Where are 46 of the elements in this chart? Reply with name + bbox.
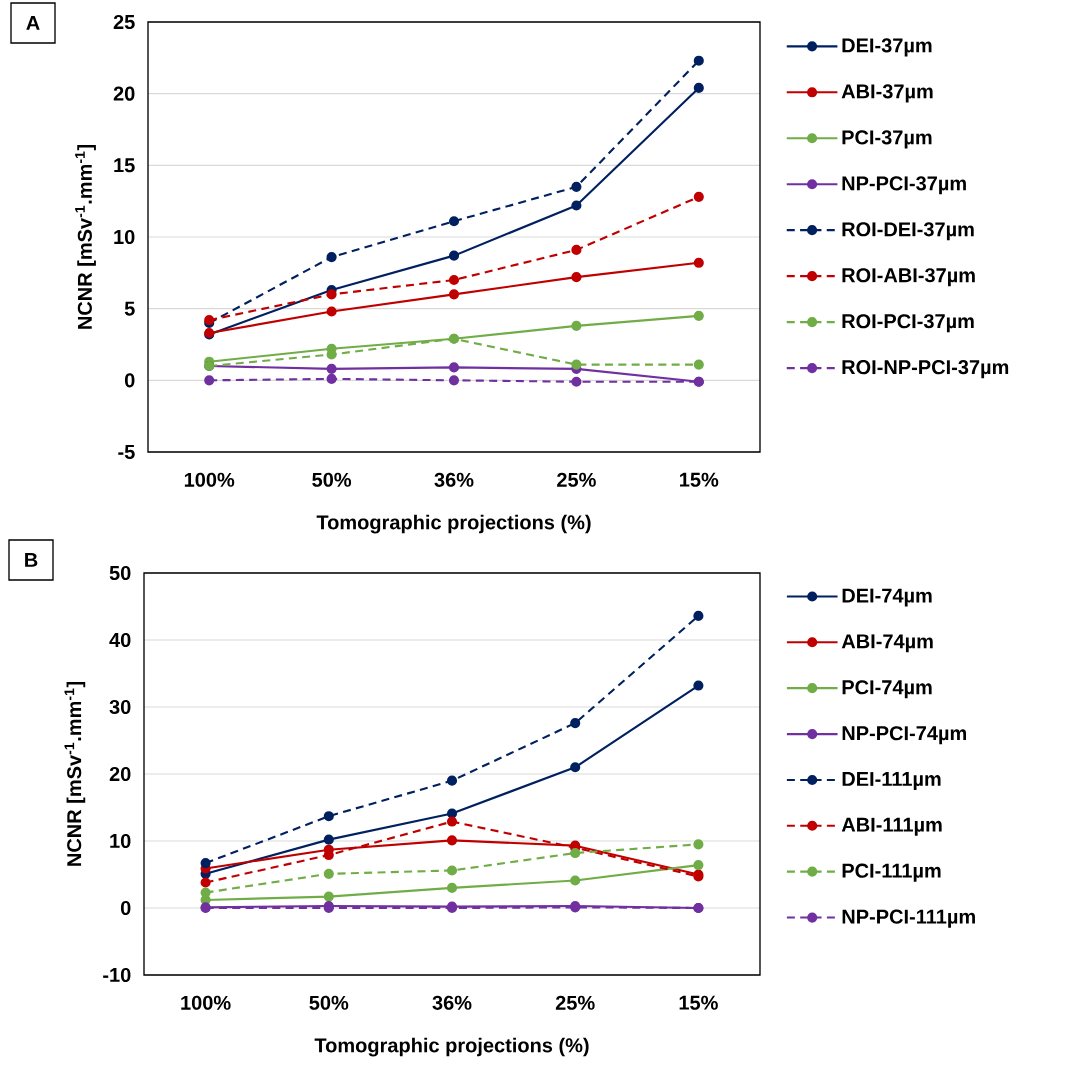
x-tick-label: 15% [680, 472, 719, 487]
legend-label: ROI-DEI-37µm [842, 222, 974, 241]
x-tick-label: 36% [432, 995, 472, 1010]
legend-label: ROI-NP-PCI-37µm [842, 360, 1009, 379]
legend-label: NP-PCI-111µm [842, 909, 975, 928]
y-tick-label: 40 [109, 632, 131, 648]
y-tick-label: 50 [109, 565, 131, 581]
x-tick-label: 100% [181, 995, 231, 1010]
legend-label: ABI-37µm [841, 84, 933, 103]
y-tick-label: -10 [103, 967, 131, 983]
x-tick-label: 50% [312, 472, 352, 487]
y-tick-label: 15 [114, 158, 135, 173]
y-tick-label: 25 [113, 14, 135, 30]
y-tick-label: 0 [120, 900, 131, 916]
x-tick-label: 25% [557, 472, 596, 487]
legend-label: PCI-74µm [842, 680, 932, 699]
y-tick-label: 5 [124, 301, 135, 316]
legend-label: DEI-37µm [842, 38, 932, 57]
legend-label: DEI-111µm [842, 772, 941, 791]
legend-label: ABI-74µm [841, 634, 933, 653]
x-tick-label: 50% [309, 995, 349, 1010]
y-axis-title: NCNR [mSv$^{-1}$.mm$^{-1}$] [64, 681, 86, 866]
legend-label: PCI-111µm [842, 863, 941, 882]
text: A [26, 16, 40, 30]
y-tick-label: 20 [109, 766, 131, 782]
x-axis-title: Tomographic projections (%) [314, 1037, 589, 1057]
y-tick-label: 30 [109, 699, 131, 715]
legend-label: DEI-74µm [842, 588, 932, 607]
legend-label: ABI-111µm [841, 817, 942, 836]
y-tick-label: 10 [114, 229, 135, 245]
x-tick-label: 100% [184, 472, 235, 487]
x-axis-title: Tomographic projections (%) [316, 514, 591, 534]
y-tick-label: 10 [110, 833, 131, 849]
x-tick-label: 25% [555, 995, 595, 1010]
y-tick-label: 0 [124, 373, 135, 388]
x-tick-label: 36% [434, 472, 474, 487]
legend-label: PCI-37µm [842, 130, 932, 149]
y-tick-label: -5 [118, 445, 135, 459]
x-tick-label: 15% [679, 995, 718, 1010]
text: B [25, 553, 38, 567]
legend-label: NP-PCI-37µm [842, 176, 966, 195]
y-tick-label: 20 [113, 86, 135, 101]
legend-label: ROI-ABI-37µm [842, 268, 975, 287]
legend-label: NP-PCI-74µm [842, 726, 967, 745]
legend-label: ROI-PCI-37µm [842, 314, 974, 333]
y-axis-title: NCNR [mSv$^{-1}$.mm$^{-1}$] [75, 144, 96, 329]
